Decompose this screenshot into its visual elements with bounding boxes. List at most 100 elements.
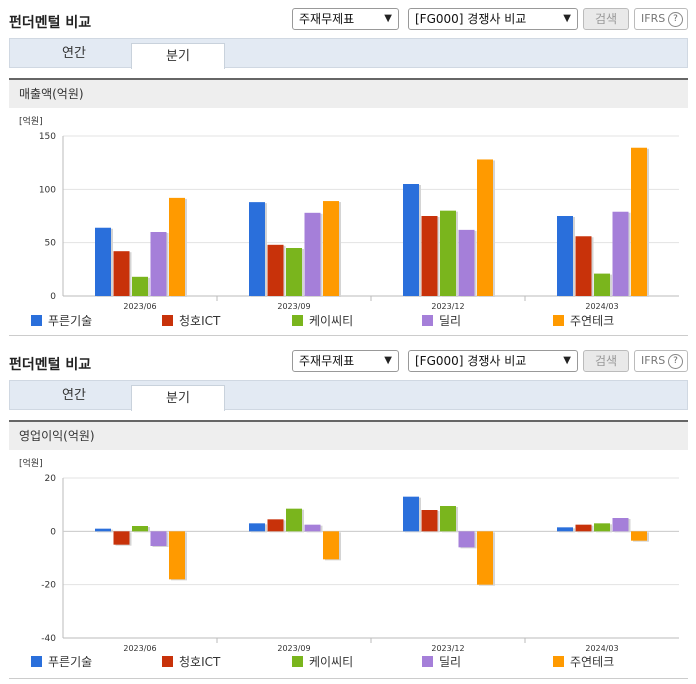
bar[interactable]: [304, 212, 321, 296]
bar[interactable]: [631, 531, 647, 541]
search-button[interactable]: 검색: [583, 8, 629, 30]
legend-item[interactable]: 케이씨티: [292, 313, 353, 329]
y-tick-label: 0: [50, 292, 56, 302]
chevron-down-icon: ▼: [563, 355, 571, 366]
bar[interactable]: [421, 216, 438, 296]
help-icon[interactable]: ?: [668, 354, 683, 369]
bar[interactable]: [477, 159, 493, 296]
x-tick-label: 2024/03: [585, 302, 618, 310]
bar[interactable]: [594, 273, 610, 296]
report-type-value: 주재무제표: [299, 354, 355, 368]
bar[interactable]: [477, 531, 493, 585]
y-tick-label: 0: [50, 527, 56, 537]
x-tick-label: 2024/03: [585, 644, 618, 652]
bar[interactable]: [169, 197, 185, 296]
metric-title: 매출액(억원): [9, 80, 688, 108]
chevron-down-icon: ▼: [563, 13, 571, 24]
tab-annual[interactable]: 연간: [62, 46, 86, 61]
bar[interactable]: [323, 531, 339, 560]
bar[interactable]: [267, 519, 284, 532]
legend-label: 주연테크: [570, 314, 615, 328]
bar[interactable]: [557, 216, 573, 296]
tab-quarterly[interactable]: 분기: [131, 385, 225, 411]
bar[interactable]: [304, 524, 321, 532]
y-tick-label: 150: [39, 132, 56, 142]
legend-item[interactable]: 주연테크: [553, 654, 614, 670]
bar[interactable]: [113, 531, 130, 545]
section-title: 펀더멘털 비교: [9, 357, 92, 373]
bar[interactable]: [286, 248, 302, 296]
help-icon[interactable]: ?: [668, 12, 683, 27]
legend-item[interactable]: 청호ICT: [162, 654, 220, 670]
bar[interactable]: [95, 227, 111, 296]
compare-value: [FG000] 경쟁사 비교: [415, 354, 527, 368]
legend-label: 푸른기술: [48, 655, 93, 669]
bar[interactable]: [575, 524, 592, 532]
bar[interactable]: [150, 531, 167, 546]
legend-item[interactable]: 딜리: [422, 313, 461, 329]
bar[interactable]: [249, 523, 265, 532]
compare-value: [FG000] 경쟁사 비교: [415, 12, 527, 26]
legend-item[interactable]: 푸른기술: [31, 654, 92, 670]
bar[interactable]: [440, 506, 456, 532]
bar[interactable]: [403, 184, 419, 296]
y-tick-label: 20: [45, 474, 57, 484]
report-type-select[interactable]: 주재무제표 ▼: [292, 8, 399, 30]
bar[interactable]: [169, 531, 185, 580]
ifrs-button[interactable]: IFRS ?: [634, 8, 688, 30]
bar[interactable]: [95, 528, 111, 532]
bar[interactable]: [458, 531, 475, 548]
ifrs-label: IFRS: [641, 12, 666, 25]
x-tick-label: 2023/09: [277, 644, 310, 652]
search-button[interactable]: 검색: [583, 350, 629, 372]
bar[interactable]: [631, 147, 647, 296]
bar[interactable]: [113, 251, 130, 296]
bar[interactable]: [612, 518, 629, 532]
compare-select[interactable]: [FG000] 경쟁사 비교 ▼: [408, 350, 578, 372]
legend-item[interactable]: 푸른기술: [31, 313, 92, 329]
period-tabs: 연간 분기: [9, 38, 688, 69]
legend-label: 푸른기술: [48, 314, 93, 328]
bar[interactable]: [440, 210, 456, 296]
legend-swatch: [292, 315, 303, 326]
ifrs-label: IFRS: [641, 354, 666, 367]
section-header: 펀더멘털 비교 주재무제표 ▼ [FG000] 경쟁사 비교 ▼ 검색 IFRS…: [0, 0, 696, 36]
bar[interactable]: [557, 527, 573, 532]
legend-swatch: [162, 656, 173, 667]
bar[interactable]: [323, 201, 339, 296]
tab-quarterly[interactable]: 분기: [131, 43, 225, 69]
report-type-select[interactable]: 주재무제표 ▼: [292, 350, 399, 372]
legend-label: 딜리: [439, 314, 462, 328]
bar[interactable]: [150, 232, 167, 296]
tab-annual[interactable]: 연간: [62, 388, 86, 403]
bar[interactable]: [421, 510, 438, 532]
revenue-chart-svg: [억원] 0 50 100 150 2023/06 2023/09 2023/12 2024/0…: [19, 115, 679, 311]
legend-swatch: [553, 315, 564, 326]
bar[interactable]: [458, 229, 475, 296]
bar[interactable]: [286, 508, 302, 532]
chevron-down-icon: ▼: [384, 355, 392, 366]
ifrs-button[interactable]: IFRS ?: [634, 350, 688, 372]
legend-label: 딜리: [439, 655, 462, 669]
legend-item[interactable]: 딜리: [422, 654, 461, 670]
legend-swatch: [422, 656, 433, 667]
bar[interactable]: [249, 202, 265, 296]
bar[interactable]: [612, 211, 629, 296]
legend-item[interactable]: 주연테크: [553, 313, 614, 329]
bar[interactable]: [575, 236, 592, 296]
legend-swatch: [292, 656, 303, 667]
bar[interactable]: [594, 523, 610, 532]
bar[interactable]: [267, 244, 284, 296]
divider: [9, 678, 688, 679]
bar[interactable]: [403, 496, 419, 532]
legend-item[interactable]: 케이씨티: [292, 654, 353, 670]
compare-select[interactable]: [FG000] 경쟁사 비교 ▼: [408, 8, 578, 30]
revenue-chart: [억원] 0 50 100 150 2023/06 2023/09 2023/12 2024/0…: [9, 110, 688, 335]
divider: [9, 78, 688, 80]
y-tick-label: -20: [41, 581, 56, 591]
legend-item[interactable]: 청호ICT: [162, 313, 220, 329]
bar[interactable]: [132, 526, 148, 532]
legend-swatch: [31, 656, 42, 667]
legend-swatch: [162, 315, 173, 326]
bar[interactable]: [132, 276, 148, 296]
